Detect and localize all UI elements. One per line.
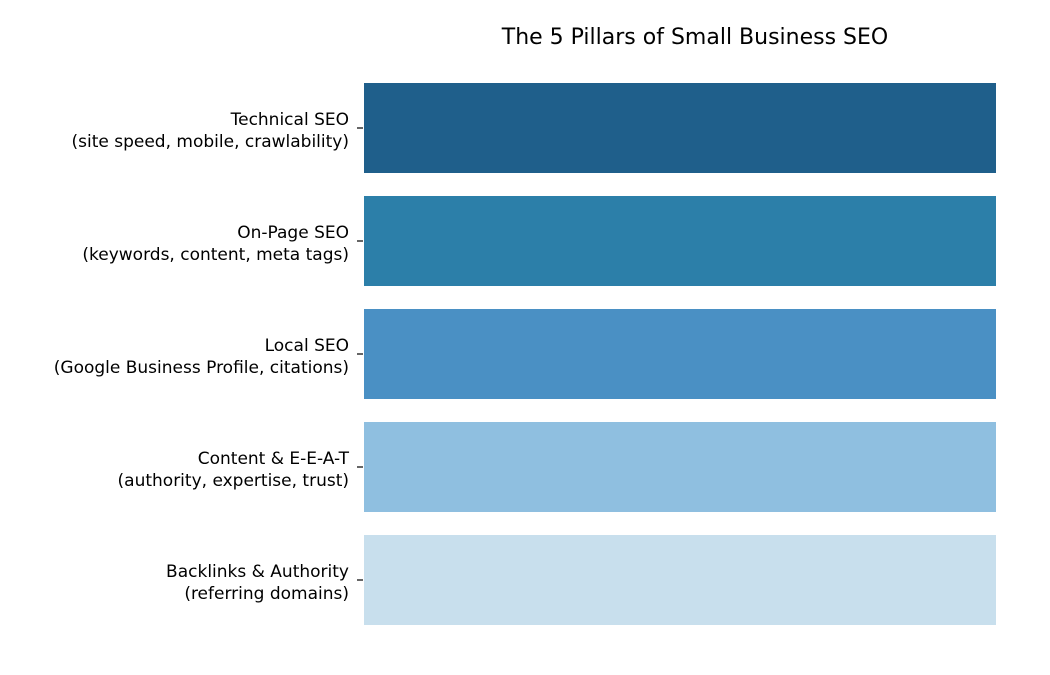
chart-title: The 5 Pillars of Small Business SEO (501, 25, 888, 50)
y-tick-label-2-title: On-Page SEO (237, 223, 349, 243)
y-tick-label-3-detail: (Google Business Profile, citations) (54, 358, 349, 378)
bar-3 (364, 309, 996, 399)
y-tick-label-1-title: Technical SEO (230, 110, 349, 130)
bars-group (364, 83, 996, 625)
y-tick-label-5-title: Backlinks & Authority (166, 562, 349, 582)
bar-5 (364, 535, 996, 625)
bar-1 (364, 83, 996, 173)
y-tick-label-3-title: Local SEO (265, 336, 349, 356)
y-ticks-group (357, 127, 363, 581)
y-labels-group: Technical SEO(site speed, mobile, crawla… (54, 110, 350, 604)
y-tick-label-1-detail: (site speed, mobile, crawlability) (72, 132, 350, 152)
y-tick-label-5-detail: (referring domains) (184, 584, 349, 604)
y-tick-label-2-detail: (keywords, content, meta tags) (82, 245, 349, 265)
y-tick-label-4-detail: (authority, expertise, trust) (118, 471, 349, 491)
bar-4 (364, 422, 996, 512)
bar-2 (364, 196, 996, 286)
y-tick-label-4-title: Content & E-E-A-T (198, 449, 350, 469)
